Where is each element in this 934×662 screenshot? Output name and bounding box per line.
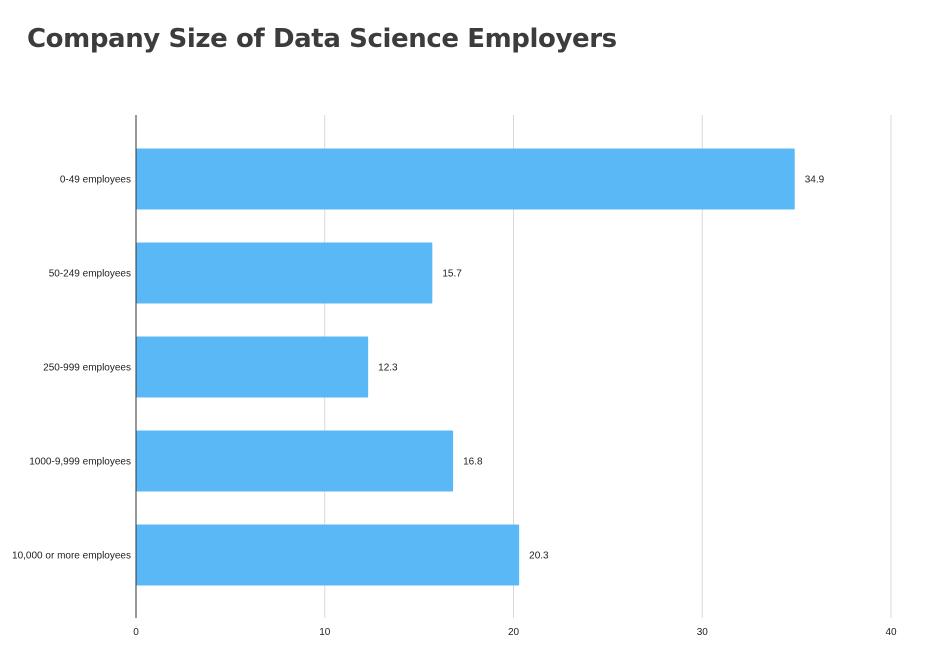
category-label: 50-249 employees (49, 269, 131, 280)
x-tick-label: 10 (319, 627, 331, 638)
category-label: 10,000 or more employees (12, 551, 131, 562)
bar (136, 242, 433, 304)
category-label: 250-999 employees (43, 363, 131, 374)
data-label: 20.3 (529, 551, 549, 562)
data-label: 34.9 (805, 175, 825, 186)
data-label: 12.3 (378, 363, 398, 374)
x-tick-label: 20 (508, 627, 520, 638)
labels: 0 10 20 30 40 0-49 employees 34.9 50-249 employ… (12, 175, 897, 639)
bars (136, 148, 795, 586)
x-tick-label: 30 (697, 627, 709, 638)
data-label: 15.7 (442, 269, 462, 280)
chart-title: Company Size of Data Science Employers (27, 24, 617, 54)
bar (136, 336, 369, 398)
category-label: 1000-9,999 employees (29, 457, 131, 468)
data-label: 16.8 (463, 457, 483, 468)
x-tick-label: 40 (885, 627, 897, 638)
bar (136, 148, 795, 210)
bar (136, 524, 520, 586)
category-label: 0-49 employees (60, 175, 131, 186)
x-tick-label: 0 (133, 627, 139, 638)
bar (136, 430, 454, 492)
